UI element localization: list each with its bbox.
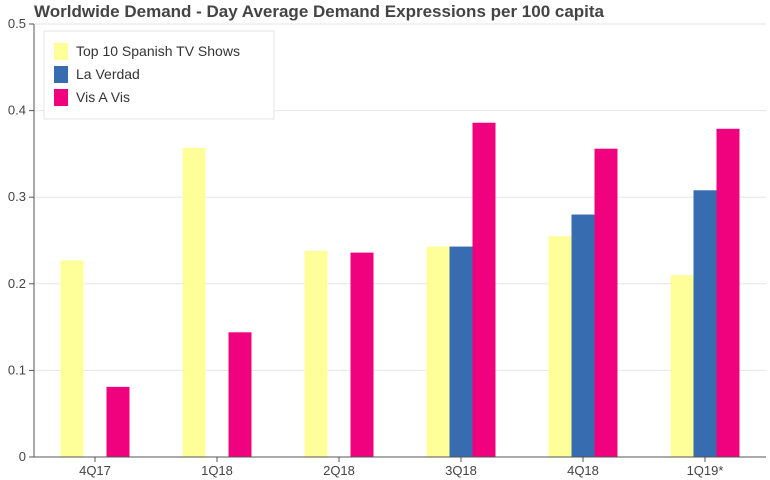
bar-vis-a-vis-4q17[interactable]	[106, 386, 130, 457]
bar-la-verdad-4q18[interactable]	[571, 214, 595, 457]
x-tick-label: 1Q18	[201, 463, 233, 478]
bar-vis-a-vis-2q18[interactable]	[350, 252, 374, 457]
legend-swatch[interactable]	[54, 89, 68, 106]
bar-vis-a-vis-3q18[interactable]	[472, 122, 496, 457]
bar-la-verdad-3q18[interactable]	[449, 246, 473, 457]
bars	[60, 122, 740, 458]
y-tick-label: 0.2	[8, 276, 26, 291]
y-tick-label: 0	[19, 449, 26, 464]
bar-vis-a-vis-1q19[interactable]	[716, 128, 740, 457]
legend-label[interactable]: Vis A Vis	[76, 89, 130, 105]
y-tick-label: 0.1	[8, 362, 26, 377]
legend-label[interactable]: Top 10 Spanish TV Shows	[76, 43, 240, 59]
x-tick-label: 3Q18	[445, 463, 477, 478]
chart-title: Worldwide Demand - Day Average Demand Ex…	[34, 2, 605, 21]
axes: 0 0.1 0.2 0.3 0.4 0.5 4Q17 1Q18 2Q18 3Q18 4Q18 1Q19…	[8, 16, 766, 478]
legend-box	[43, 30, 275, 120]
y-tick-label: 0.4	[8, 103, 26, 118]
bar-top-10-spanish-tv-shows-4q18[interactable]	[548, 236, 572, 457]
legend: Top 10 Spanish TV Shows La Verdad Vis A Vi…	[43, 30, 275, 120]
bar-top-10-spanish-tv-shows-1q19[interactable]	[670, 275, 694, 457]
x-tick-label: 4Q17	[79, 463, 111, 478]
bar-top-10-spanish-tv-shows-1q18[interactable]	[182, 147, 206, 457]
legend-label[interactable]: La Verdad	[76, 66, 140, 82]
y-tick-label: 0.3	[8, 189, 26, 204]
x-tick-label: 2Q18	[323, 463, 355, 478]
legend-swatch[interactable]	[54, 43, 68, 60]
bar-vis-a-vis-4q18[interactable]	[594, 148, 618, 458]
bar-la-verdad-1q19[interactable]	[693, 190, 717, 457]
bar-top-10-spanish-tv-shows-3q18[interactable]	[426, 246, 450, 457]
legend-swatch[interactable]	[54, 66, 68, 83]
bar-top-10-spanish-tv-shows-4q17[interactable]	[60, 260, 84, 457]
x-tick-label: 4Q18	[567, 463, 599, 478]
bar-top-10-spanish-tv-shows-2q18[interactable]	[304, 250, 328, 457]
x-tick-label: 1Q19*	[687, 463, 724, 478]
y-tick-label: 0.5	[8, 16, 26, 31]
bar-vis-a-vis-1q18[interactable]	[228, 332, 252, 457]
